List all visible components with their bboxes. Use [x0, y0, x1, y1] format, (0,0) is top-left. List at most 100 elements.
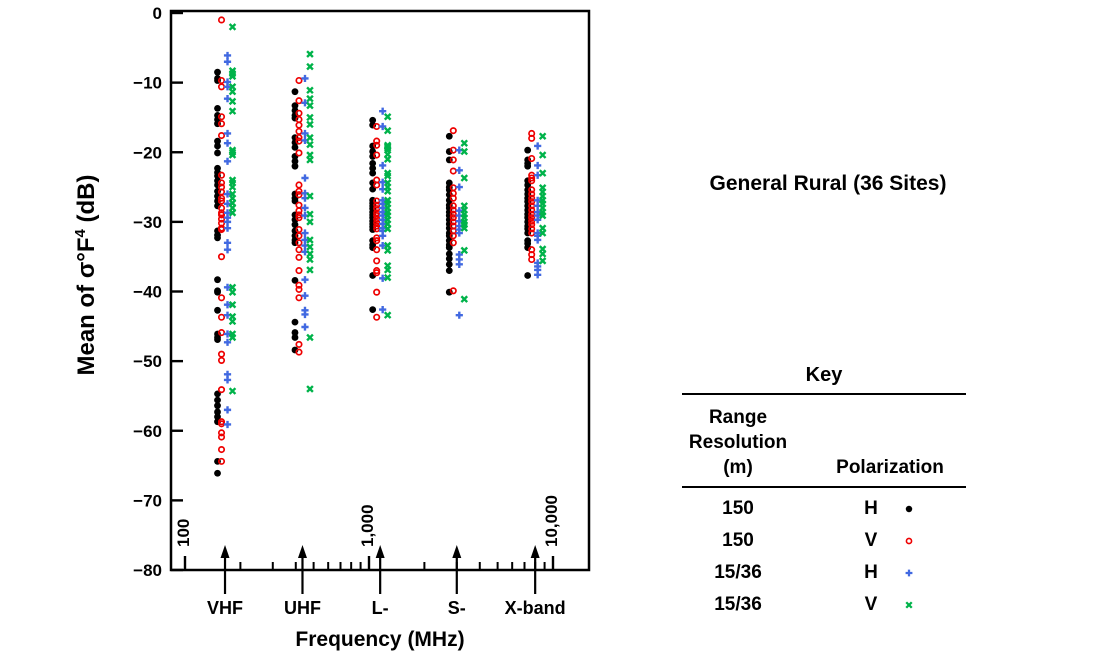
- data-point-open-circle: [528, 190, 536, 198]
- data-point-x: [228, 72, 237, 81]
- data-point-open-circle: [217, 131, 226, 140]
- key-row: 15/36 V: [682, 589, 966, 621]
- data-point-x: [538, 229, 547, 237]
- key-header: Range Resolution (m) Polarization: [682, 405, 966, 480]
- data-point-open-circle: [295, 127, 303, 135]
- data-point-open-circle: [217, 350, 226, 358]
- data-point-plus: [534, 271, 542, 279]
- data-point-dot: [369, 306, 377, 314]
- key-polarization-value: H: [864, 562, 878, 583]
- data-point-plus: [223, 330, 232, 338]
- data-point-dot: [905, 505, 913, 513]
- data-point-open-circle: [905, 537, 913, 545]
- data-point-x: [306, 210, 314, 218]
- data-point-dot: [214, 137, 221, 145]
- y-tick-label: −60: [133, 422, 162, 441]
- data-point-x: [306, 192, 314, 200]
- y-tick-label: −50: [133, 352, 162, 371]
- data-point-dot: [369, 159, 377, 167]
- key-marker-glyph: [905, 505, 913, 513]
- band-label: VHF: [207, 598, 243, 618]
- band-arrow-head: [530, 545, 540, 558]
- data-point-open-circle: [528, 217, 536, 225]
- data-point-x: [538, 151, 547, 159]
- data-point-open-circle: [295, 201, 303, 209]
- data-point-dot: [291, 329, 299, 336]
- key-range-value: 150: [722, 498, 754, 519]
- data-point-plus: [223, 58, 232, 66]
- data-point-open-circle: [373, 222, 381, 230]
- data-point-open-circle: [217, 313, 226, 321]
- data-point-open-circle: [217, 179, 226, 187]
- band-arrow-head: [297, 545, 307, 558]
- data-point-x: [228, 107, 237, 115]
- data-point-plus: [223, 51, 232, 60]
- data-point-x: [228, 209, 237, 217]
- data-point-open-circle: [528, 229, 536, 237]
- data-point-x: [383, 126, 392, 135]
- key-title: Key: [805, 364, 843, 386]
- data-point-x: [228, 97, 237, 106]
- data-point-plus: [223, 246, 232, 254]
- data-point-x: [228, 87, 237, 96]
- data-point-open-circle: [295, 232, 303, 240]
- data-point-dot: [214, 234, 221, 242]
- data-point-plus: [223, 283, 232, 291]
- key-header-range-line2: Resolution: [688, 432, 788, 453]
- band-label: X-band: [505, 598, 566, 618]
- data-point-dot: [524, 146, 532, 154]
- data-point-plus: [301, 310, 309, 319]
- data-point-open-circle: [295, 214, 303, 222]
- data-point-open-circle: [528, 210, 536, 218]
- data-point-open-circle: [217, 188, 226, 196]
- data-point-x: [228, 151, 237, 159]
- data-point-dot: [214, 402, 221, 410]
- data-point-x: [306, 250, 314, 258]
- y-tick-label: −80: [133, 561, 162, 580]
- data-point-plus: [301, 229, 309, 237]
- data-point-dot: [214, 413, 221, 421]
- data-point-x: [306, 94, 314, 103]
- data-point-dot: [214, 149, 221, 157]
- key-rule-mid: [682, 486, 966, 488]
- data-point-dot: [291, 162, 299, 170]
- data-point-x: [383, 112, 392, 121]
- data-point-open-circle: [449, 239, 457, 247]
- data-point-plus: [534, 161, 542, 170]
- key-polarization-value: V: [864, 594, 878, 615]
- data-point-open-circle: [295, 121, 303, 129]
- data-point-x: [306, 255, 314, 264]
- data-point-x: [306, 156, 314, 164]
- data-point-plus: [379, 274, 387, 282]
- x-axis: 100 1,000 10,000: [174, 495, 561, 570]
- data-point-x: [306, 385, 314, 393]
- y-tick-label: −40: [133, 283, 162, 302]
- data-point-dot: [214, 408, 221, 416]
- data-point-open-circle: [373, 246, 381, 254]
- data-point-x: [228, 333, 237, 342]
- data-point-x: [905, 601, 913, 609]
- data-point-dot: [214, 469, 221, 477]
- data-point-plus: [223, 200, 232, 208]
- legend-key: Key Range Resolution (m) Polarization 15…: [682, 360, 966, 621]
- data-point-plus: [301, 174, 309, 182]
- data-point-open-circle: [449, 156, 457, 164]
- key-range-value: 150: [722, 530, 754, 551]
- data-point-plus: [379, 122, 387, 131]
- data-point-plus: [301, 129, 309, 138]
- data-point-x: [383, 273, 392, 282]
- data-point-open-circle: [449, 167, 457, 175]
- data-point-x: [383, 187, 392, 195]
- x-tick-label: 10,000: [542, 495, 561, 547]
- data-point-x: [228, 23, 237, 31]
- data-point-x: [538, 250, 547, 258]
- data-point-open-circle: [449, 210, 457, 218]
- data-point-plus: [223, 224, 232, 232]
- data-point-open-circle: [373, 201, 381, 209]
- data-point-open-circle: [217, 194, 226, 202]
- data-point-open-circle: [295, 149, 303, 157]
- data-point-x: [460, 224, 469, 232]
- data-point-plus: [223, 157, 232, 165]
- band-label: UHF: [284, 598, 321, 618]
- data-point-plus: [455, 311, 463, 319]
